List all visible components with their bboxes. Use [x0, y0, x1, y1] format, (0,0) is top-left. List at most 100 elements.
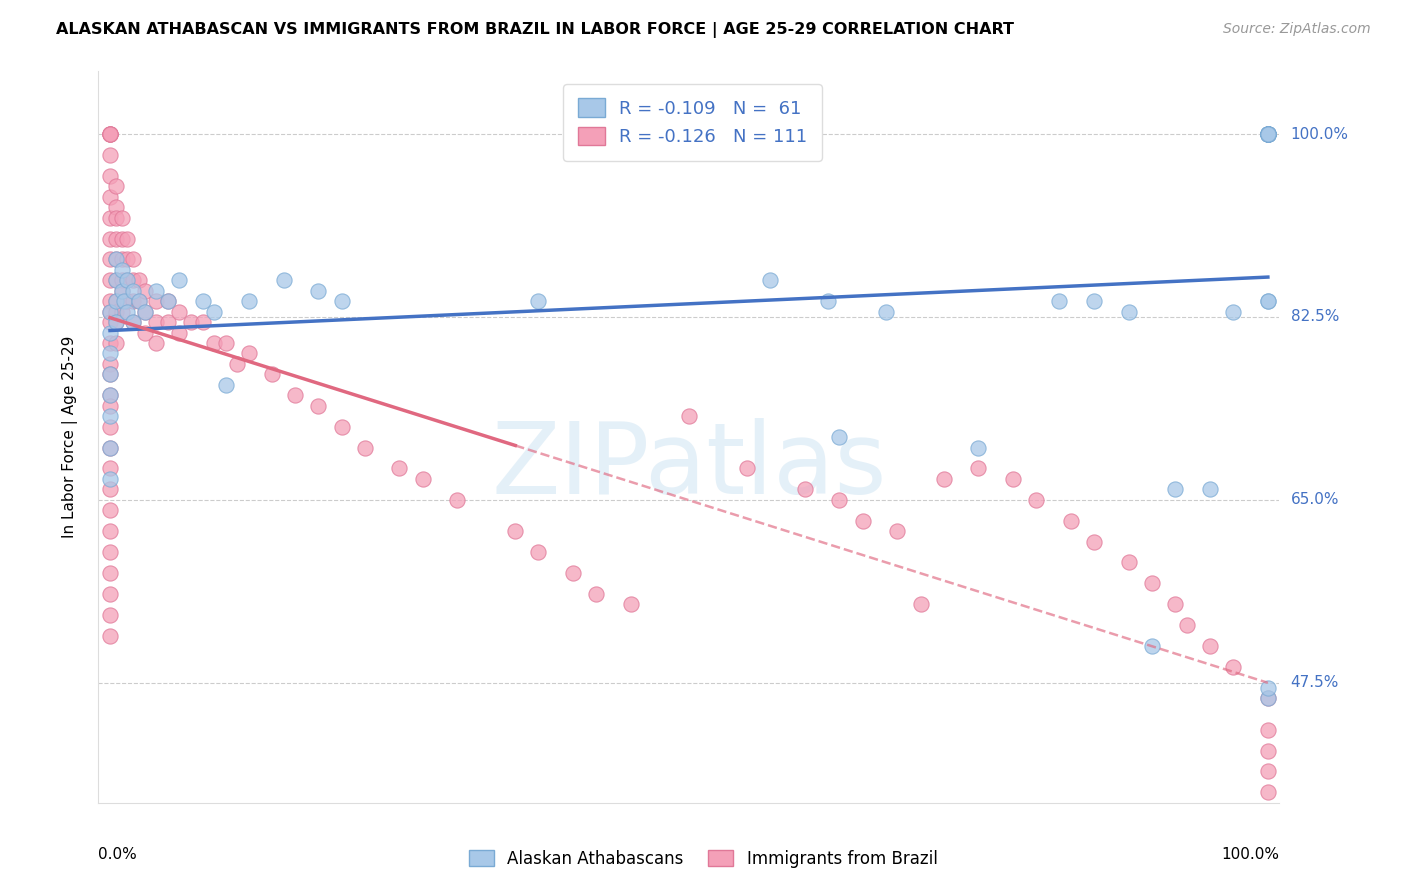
Point — [98, 127, 121, 141]
Point — [1257, 294, 1279, 309]
Point — [104, 315, 127, 329]
Point — [1257, 681, 1279, 695]
Point — [117, 294, 139, 309]
Point — [1257, 127, 1279, 141]
Point — [98, 399, 121, 413]
Point — [967, 461, 990, 475]
Point — [1257, 691, 1279, 706]
Point — [330, 419, 353, 434]
Point — [104, 336, 127, 351]
Point — [98, 461, 121, 475]
Point — [145, 336, 167, 351]
Point — [875, 304, 897, 318]
Point — [202, 304, 225, 318]
Point — [1257, 127, 1279, 141]
Point — [1257, 127, 1279, 141]
Point — [122, 284, 145, 298]
Point — [112, 294, 135, 309]
Point — [1257, 723, 1279, 737]
Point — [98, 127, 121, 141]
Point — [817, 294, 839, 309]
Point — [104, 315, 127, 329]
Point — [98, 190, 121, 204]
Point — [202, 336, 225, 351]
Point — [262, 368, 284, 382]
Point — [1257, 785, 1279, 799]
Text: ALASKAN ATHABASCAN VS IMMIGRANTS FROM BRAZIL IN LABOR FORCE | AGE 25-29 CORRELAT: ALASKAN ATHABASCAN VS IMMIGRANTS FROM BR… — [56, 22, 1014, 38]
Text: 82.5%: 82.5% — [1291, 310, 1339, 325]
Point — [852, 514, 875, 528]
Point — [1257, 691, 1279, 706]
Point — [98, 441, 121, 455]
Point — [1025, 492, 1047, 507]
Point — [412, 472, 434, 486]
Point — [110, 263, 132, 277]
Point — [134, 304, 156, 318]
Text: 47.5%: 47.5% — [1291, 675, 1339, 690]
Point — [98, 409, 121, 424]
Point — [1257, 127, 1279, 141]
Point — [117, 252, 139, 267]
Point — [98, 483, 121, 497]
Point — [104, 294, 127, 309]
Point — [910, 597, 932, 611]
Point — [353, 441, 375, 455]
Text: 0.0%: 0.0% — [98, 847, 138, 862]
Point — [98, 357, 121, 371]
Point — [388, 461, 411, 475]
Point — [117, 273, 139, 287]
Point — [1175, 618, 1198, 632]
Point — [1257, 127, 1279, 141]
Point — [1199, 639, 1222, 653]
Point — [98, 315, 121, 329]
Point — [1140, 639, 1163, 653]
Point — [98, 524, 121, 538]
Point — [98, 419, 121, 434]
Point — [98, 304, 121, 318]
Point — [562, 566, 585, 580]
Point — [226, 357, 249, 371]
Point — [98, 326, 121, 340]
Point — [1060, 514, 1083, 528]
Point — [98, 273, 121, 287]
Point — [104, 231, 127, 245]
Point — [678, 409, 700, 424]
Point — [735, 461, 758, 475]
Point — [104, 304, 127, 318]
Point — [117, 273, 139, 287]
Point — [1257, 127, 1279, 141]
Point — [98, 472, 121, 486]
Point — [98, 231, 121, 245]
Point — [1002, 472, 1025, 486]
Point — [110, 273, 132, 287]
Point — [191, 294, 214, 309]
Point — [98, 587, 121, 601]
Point — [1118, 304, 1140, 318]
Point — [1164, 597, 1187, 611]
Point — [1222, 660, 1244, 674]
Point — [828, 430, 851, 444]
Point — [1257, 764, 1279, 779]
Point — [134, 304, 156, 318]
Point — [180, 315, 202, 329]
Point — [98, 336, 121, 351]
Point — [1257, 294, 1279, 309]
Point — [1257, 127, 1279, 141]
Point — [169, 326, 191, 340]
Point — [98, 388, 121, 402]
Point — [932, 472, 955, 486]
Point — [98, 294, 121, 309]
Point — [134, 284, 156, 298]
Point — [122, 315, 145, 329]
Point — [527, 294, 550, 309]
Point — [527, 545, 550, 559]
Point — [191, 315, 214, 329]
Point — [117, 304, 139, 318]
Point — [1049, 294, 1071, 309]
Point — [98, 545, 121, 559]
Point — [122, 294, 145, 309]
Text: 100.0%: 100.0% — [1222, 847, 1279, 862]
Point — [215, 336, 238, 351]
Point — [156, 294, 179, 309]
Point — [307, 399, 329, 413]
